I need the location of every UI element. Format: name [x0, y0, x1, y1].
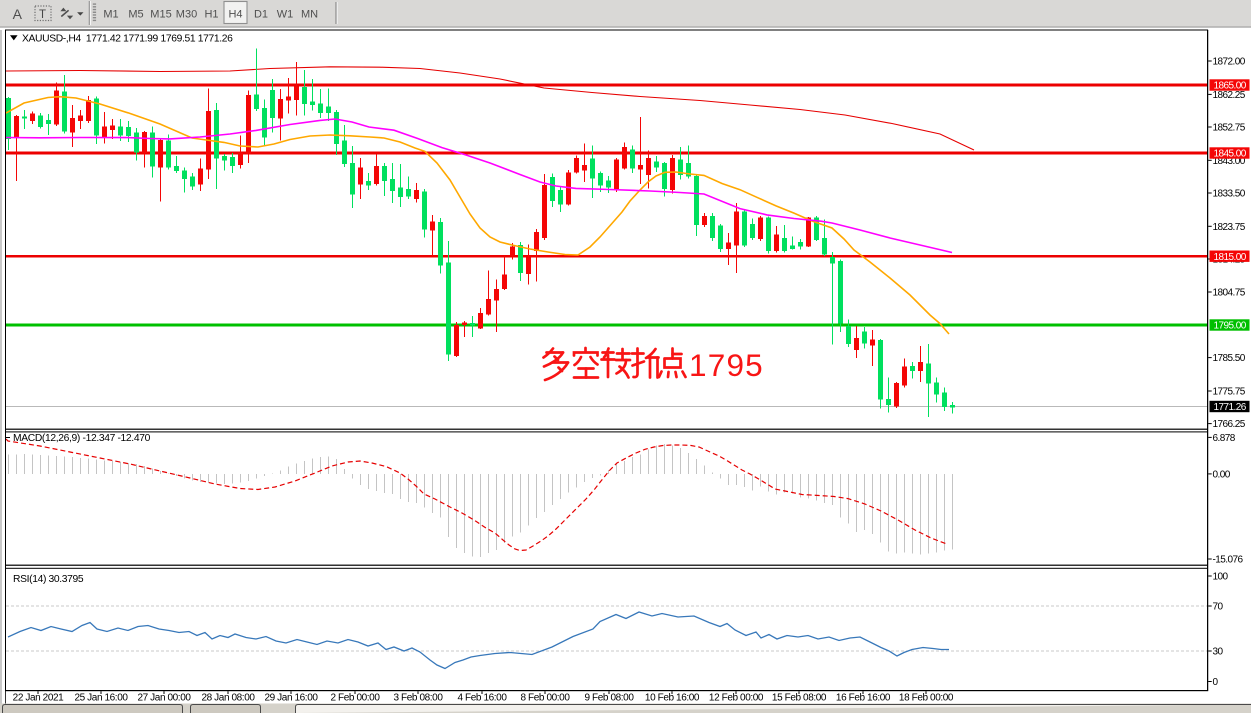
svg-text:1845.00: 1845.00 [1214, 149, 1247, 160]
svg-text:3 Feb 08:00: 3 Feb 08:00 [394, 693, 444, 704]
svg-text:MACD(12,26,9) -12.347 -12.470: MACD(12,26,9) -12.347 -12.470 [13, 433, 151, 444]
svg-text:8 Feb 00:00: 8 Feb 00:00 [521, 693, 571, 704]
svg-text:1804.75: 1804.75 [1213, 288, 1246, 299]
svg-text:-15.076: -15.076 [1213, 555, 1244, 566]
svg-text:70: 70 [1213, 602, 1224, 613]
svg-text:1795: 1795 [689, 347, 764, 383]
svg-text:22 Jan 2021: 22 Jan 2021 [13, 693, 64, 704]
svg-text:27 Jan 00:00: 27 Jan 00:00 [137, 693, 191, 704]
svg-text:1766.25: 1766.25 [1213, 419, 1246, 430]
svg-text:1823.75: 1823.75 [1213, 222, 1246, 233]
svg-text:W1: W1 [277, 9, 294, 21]
svg-text:M1: M1 [103, 9, 118, 21]
svg-text:T: T [39, 9, 46, 21]
svg-text:28 Jan 08:00: 28 Jan 08:00 [201, 693, 255, 704]
svg-text:XAUUSD-,H4 1771.42 1771.99 17: XAUUSD-,H4 1771.42 1771.99 1769.51 1771.… [22, 34, 233, 45]
svg-text:RSI(14) 30.3795: RSI(14) 30.3795 [13, 574, 84, 585]
svg-text:18 Feb 00:00: 18 Feb 00:00 [899, 693, 954, 704]
svg-text:1775.75: 1775.75 [1213, 387, 1246, 398]
svg-text:MN: MN [301, 9, 318, 21]
svg-text:100: 100 [1213, 572, 1229, 583]
svg-text:15 Feb 08:00: 15 Feb 08:00 [772, 693, 827, 704]
svg-text:1771.26: 1771.26 [1214, 402, 1247, 413]
svg-text:1862.25: 1862.25 [1213, 90, 1246, 101]
svg-text:1795.00: 1795.00 [1214, 321, 1247, 332]
svg-text:30: 30 [1213, 647, 1224, 658]
svg-text:H4: H4 [228, 9, 242, 21]
svg-text:1865.00: 1865.00 [1214, 81, 1247, 92]
svg-text:2 Feb 00:00: 2 Feb 00:00 [331, 693, 381, 704]
svg-text:9 Feb 08:00: 9 Feb 08:00 [585, 693, 635, 704]
svg-text:16 Feb 16:00: 16 Feb 16:00 [836, 693, 891, 704]
svg-text:0.00: 0.00 [1213, 470, 1231, 481]
svg-text:M30: M30 [176, 9, 197, 21]
svg-text:A: A [13, 6, 23, 22]
svg-text:H1: H1 [204, 9, 218, 21]
svg-text:6.878: 6.878 [1213, 433, 1236, 444]
svg-text:1852.75: 1852.75 [1213, 123, 1246, 134]
svg-text:0: 0 [1213, 677, 1219, 688]
svg-text:12 Feb 00:00: 12 Feb 00:00 [709, 693, 764, 704]
svg-text:4 Feb 16:00: 4 Feb 16:00 [458, 693, 508, 704]
svg-text:1843.00: 1843.00 [1213, 156, 1246, 167]
svg-text:25 Jan 16:00: 25 Jan 16:00 [74, 693, 128, 704]
svg-text:M5: M5 [128, 9, 143, 21]
svg-text:10 Feb 16:00: 10 Feb 16:00 [645, 693, 700, 704]
svg-text:1872.00: 1872.00 [1213, 57, 1246, 68]
svg-text:1833.50: 1833.50 [1213, 189, 1246, 200]
svg-text:M15: M15 [150, 9, 171, 21]
svg-text:29 Jan 16:00: 29 Jan 16:00 [264, 693, 318, 704]
svg-text:D1: D1 [254, 9, 268, 21]
svg-text:1815.00: 1815.00 [1214, 252, 1247, 263]
svg-text:1785.50: 1785.50 [1213, 353, 1246, 364]
